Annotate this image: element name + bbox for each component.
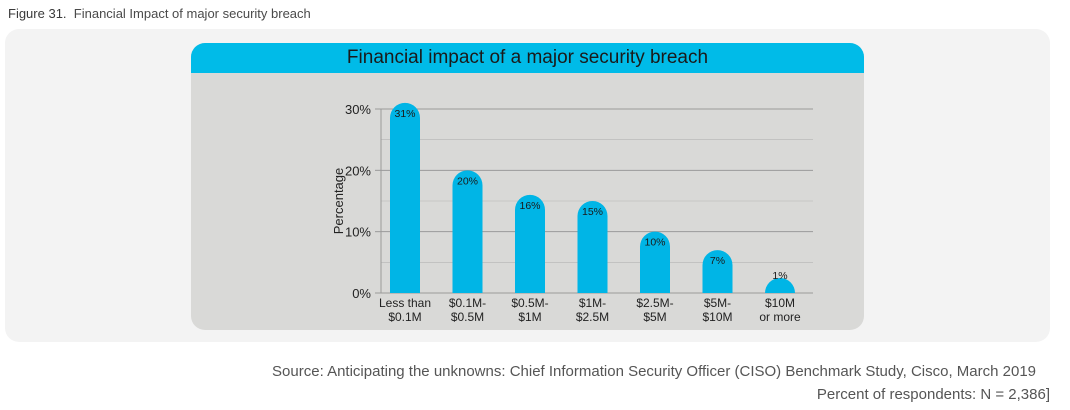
source-note: Source: Anticipating the unknowns: Chief…: [272, 363, 1036, 380]
y-tick-label: 10%: [345, 225, 371, 240]
x-tick-label: $1M: [518, 310, 541, 324]
x-tick-label: $2.5M-: [636, 296, 673, 310]
figure-number: Figure 31.: [8, 6, 67, 21]
x-tick-label: $0.5M: [451, 310, 484, 324]
data-label: 31%: [394, 108, 415, 120]
data-label: 1%: [772, 270, 787, 282]
x-tick-label: $2.5M: [576, 310, 609, 324]
x-tick-label: $5M-: [704, 296, 731, 310]
bar: [390, 102, 420, 293]
bar: [765, 278, 795, 293]
x-tick-label: $0.5M-: [511, 296, 548, 310]
y-axis-label: Percentage: [331, 168, 346, 235]
x-tick-label: $0.1M: [388, 310, 421, 324]
y-tick-label: 0%: [352, 286, 371, 301]
figure-caption-text: Financial Impact of major security breac…: [73, 6, 311, 21]
bar: [452, 170, 483, 293]
x-tick-label: $10M: [765, 296, 795, 310]
bar: [640, 231, 670, 293]
data-label: 16%: [519, 200, 540, 212]
bar: [577, 201, 608, 293]
figure-caption: Figure 31. Financial Impact of major sec…: [8, 6, 311, 21]
y-tick-label: 30%: [345, 102, 371, 117]
y-tick-label: 20%: [345, 163, 371, 178]
respondents-note: Percent of respondents: N = 2,386]: [816, 386, 1050, 403]
data-label: 15%: [582, 206, 603, 218]
x-tick-label: Less than: [379, 296, 431, 310]
x-tick-label: or more: [759, 310, 801, 324]
x-tick-label: $1M-: [579, 296, 606, 310]
data-label: 7%: [710, 255, 725, 267]
data-label: 20%: [457, 175, 478, 187]
bar: [515, 194, 545, 293]
x-tick-label: $0.1M-: [449, 296, 486, 310]
data-label: 10%: [644, 237, 665, 249]
bar-chart: 0% 10% 20% 30% Percentage 31% Less than$0.1M 20…: [331, 102, 813, 324]
x-tick-label: $5M: [643, 310, 666, 324]
bar: [702, 250, 733, 293]
chart-title: Financial impact of a major security bre…: [191, 43, 864, 73]
x-tick-label: $10M: [702, 310, 732, 324]
chart-card: Financial impact of a major security bre…: [191, 43, 864, 330]
